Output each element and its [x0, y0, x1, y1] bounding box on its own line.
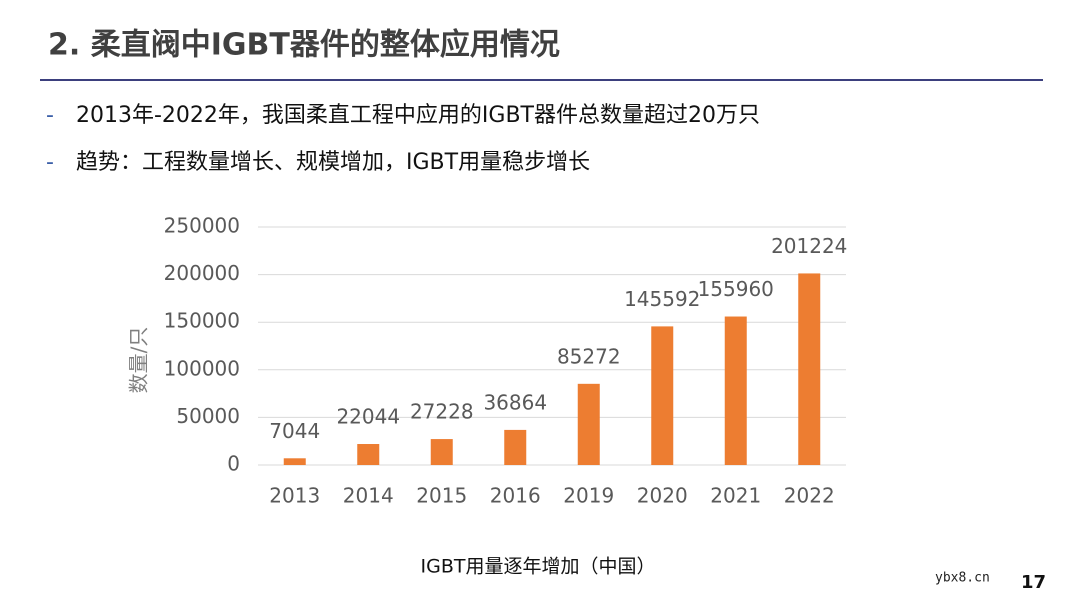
y-tick-label: 150000 — [164, 309, 240, 333]
y-tick-label: 50000 — [176, 404, 240, 428]
bar — [651, 326, 674, 465]
x-tick-label: 2013 — [269, 484, 320, 508]
x-tick-label: 2016 — [490, 484, 541, 508]
bullet-marker: - — [46, 150, 54, 175]
chart-title: IGBT用量逐年增加（中国） — [421, 556, 656, 578]
data-label: 85272 — [557, 344, 621, 368]
data-label: 155960 — [698, 277, 774, 301]
bar — [577, 383, 600, 465]
x-tick-label: 2014 — [343, 484, 394, 508]
data-label: 201224 — [771, 234, 847, 258]
data-label: 36864 — [483, 390, 547, 414]
bullet: 趋势：工程数量增长、规模增加，IGBT用量稳步增长 — [76, 150, 590, 175]
bar — [504, 429, 527, 465]
y-axis-label: 数量/只 — [127, 327, 151, 394]
page-number: 17 — [1021, 572, 1046, 593]
bullet: 2013年-2022年，我国柔直工程中应用的IGBT器件总数量超过20万只 — [76, 103, 760, 128]
y-tick-label: 100000 — [164, 356, 240, 380]
y-tick-label: 200000 — [164, 261, 240, 285]
x-tick-label: 2019 — [563, 484, 614, 508]
y-tick-label: 0 — [227, 452, 240, 476]
bar — [283, 458, 306, 465]
data-label: 7044 — [269, 419, 320, 443]
data-label: 145592 — [624, 287, 700, 311]
bar — [724, 316, 747, 465]
x-tick-label: 2020 — [637, 484, 688, 508]
slide-title: 2. 柔直阀中IGBT器件的整体应用情况 — [48, 28, 560, 63]
x-tick-label: 2015 — [416, 484, 467, 508]
bar — [430, 439, 453, 465]
bullet-marker: - — [46, 103, 54, 128]
bar — [798, 273, 821, 465]
bar — [357, 444, 380, 465]
data-label: 22044 — [336, 405, 400, 429]
x-tick-label: 2021 — [710, 484, 761, 508]
watermark: ybx8.cn — [935, 571, 990, 586]
y-tick-label: 250000 — [164, 214, 240, 238]
x-tick-label: 2022 — [784, 484, 835, 508]
data-label: 27228 — [410, 400, 474, 424]
